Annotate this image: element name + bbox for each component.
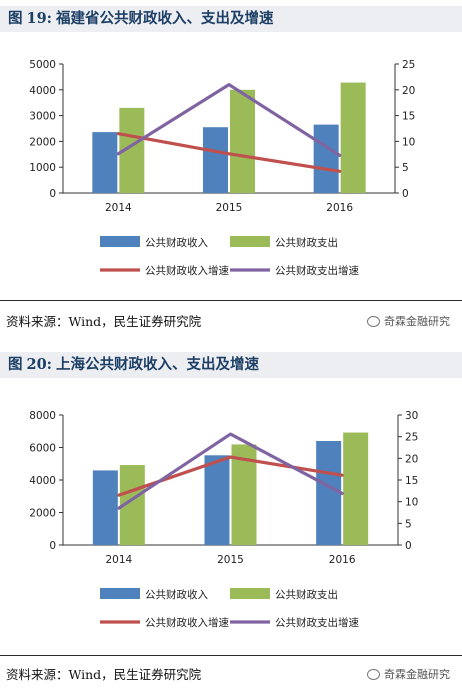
y-tick-label-right: 20 bbox=[402, 85, 415, 97]
chart-fujian: 0 1000 2000 3000 4000 5000 0 5 10 15 20 25 2014 2015 2… bbox=[29, 59, 415, 277]
chart-shanghai: 0 2000 4000 6000 8000 0 5 10 15 20 25 30 2014 2015 201… bbox=[29, 410, 418, 629]
legend-swatch bbox=[100, 588, 140, 599]
series-point bbox=[229, 456, 232, 458]
figure-20-title: 图 20: 上海公共财政收入、支出及增速 bbox=[0, 352, 462, 378]
series-line bbox=[116, 132, 342, 173]
legend-label: 公共财政支出 bbox=[275, 588, 338, 601]
legend-swatch bbox=[100, 236, 140, 247]
y-tick-label-right: 10 bbox=[405, 497, 418, 509]
bar bbox=[313, 124, 339, 193]
y-tick-label-left: 6000 bbox=[29, 443, 56, 455]
figure-19-prefix: 图 bbox=[8, 10, 23, 27]
legend-label: 公共财政支出增速 bbox=[275, 264, 359, 277]
figure-20-title-text: 上海公共财政收入、支出及增速 bbox=[56, 356, 260, 373]
y-tick-label-right: 0 bbox=[402, 188, 409, 200]
series-point bbox=[338, 154, 341, 157]
legend-label: 公共财政收入 bbox=[145, 588, 208, 601]
y-tick-label-left: 0 bbox=[49, 540, 56, 552]
figure-20-watermark: 奇霖金融研究 bbox=[367, 666, 450, 682]
figure-20-watermark-text: 奇霖金融研究 bbox=[384, 668, 450, 681]
bar bbox=[203, 127, 228, 193]
series-point bbox=[338, 170, 341, 173]
bar bbox=[204, 455, 230, 545]
y-tick-label-right: 10 bbox=[402, 136, 415, 148]
y-tick-label-right: 25 bbox=[405, 432, 418, 444]
series-point bbox=[228, 152, 230, 155]
bar bbox=[230, 89, 255, 193]
y-tick-label-left: 0 bbox=[49, 188, 56, 200]
figure-19-watermark-text: 奇霖金融研究 bbox=[384, 315, 450, 328]
y-tick-label-right: 20 bbox=[405, 453, 418, 465]
legend-label: 公共财政支出增速 bbox=[275, 616, 359, 629]
figure-19-title: 图 19: 福建省公共财政收入、支出及增速 bbox=[0, 6, 462, 32]
y-tick-label-right: 15 bbox=[402, 111, 415, 123]
y-tick-label-left: 3000 bbox=[29, 111, 56, 123]
figure-20-source: 资料来源：Wind，民生证券研究院 bbox=[6, 667, 202, 682]
bar bbox=[316, 441, 342, 545]
figure-20-rule bbox=[0, 655, 462, 656]
series-point bbox=[118, 494, 120, 496]
x-tick-label: 2015 bbox=[217, 554, 244, 566]
y-tick-label-right: 5 bbox=[402, 162, 409, 174]
bar bbox=[340, 82, 366, 193]
x-tick-label: 2016 bbox=[329, 554, 356, 566]
series-point bbox=[117, 152, 120, 155]
y-tick-label-right: 15 bbox=[405, 475, 418, 487]
bar bbox=[92, 470, 118, 545]
x-tick-label: 2015 bbox=[216, 202, 243, 214]
wechat-icon bbox=[367, 316, 380, 327]
x-tick-label: 2014 bbox=[105, 554, 132, 566]
legend-swatch bbox=[230, 236, 270, 247]
y-tick-label-right: 5 bbox=[405, 518, 412, 530]
series-line bbox=[116, 83, 342, 157]
series-point bbox=[228, 83, 230, 86]
figure-19-rule bbox=[0, 300, 462, 301]
y-tick-label-left: 4000 bbox=[29, 475, 56, 487]
figure-19-title-text: 福建省公共财政收入、支出及增速 bbox=[56, 10, 274, 27]
bar bbox=[343, 432, 369, 545]
legend-label: 公共财政支出 bbox=[275, 236, 338, 249]
figure-20-number: 20: bbox=[26, 356, 53, 373]
y-tick-label-left: 1000 bbox=[29, 162, 56, 174]
series-point bbox=[341, 492, 343, 495]
series-point bbox=[341, 474, 343, 477]
y-tick-label-right: 0 bbox=[405, 540, 412, 552]
figure-19-source: 资料来源：Wind，民生证券研究院 bbox=[6, 314, 202, 329]
figure-19-watermark: 奇霖金融研究 bbox=[367, 313, 450, 329]
y-tick-label-right: 30 bbox=[405, 410, 418, 422]
y-tick-label-left: 2000 bbox=[29, 508, 56, 520]
y-tick-label-left: 2000 bbox=[29, 136, 56, 148]
series-point bbox=[118, 507, 120, 509]
y-tick-label-left: 8000 bbox=[29, 410, 56, 422]
figure-19-number: 19: bbox=[26, 10, 53, 27]
series-point bbox=[229, 433, 232, 435]
legend-label: 公共财政收入增速 bbox=[145, 616, 229, 629]
legend-swatch bbox=[230, 588, 270, 599]
x-tick-label: 2014 bbox=[105, 202, 132, 214]
series-point bbox=[117, 132, 120, 135]
y-tick-label-left: 5000 bbox=[29, 59, 56, 71]
y-tick-label-left: 4000 bbox=[29, 85, 56, 97]
wechat-icon bbox=[367, 669, 380, 680]
y-tick-label-right: 25 bbox=[402, 59, 415, 71]
legend-label: 公共财政收入增速 bbox=[145, 264, 229, 277]
figure-20-prefix: 图 bbox=[8, 356, 23, 373]
x-tick-label: 2016 bbox=[326, 202, 353, 214]
bar bbox=[92, 132, 118, 193]
legend-label: 公共财政收入 bbox=[145, 236, 208, 249]
